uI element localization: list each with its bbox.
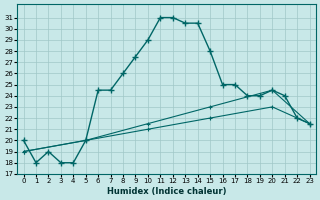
X-axis label: Humidex (Indice chaleur): Humidex (Indice chaleur) xyxy=(107,187,226,196)
